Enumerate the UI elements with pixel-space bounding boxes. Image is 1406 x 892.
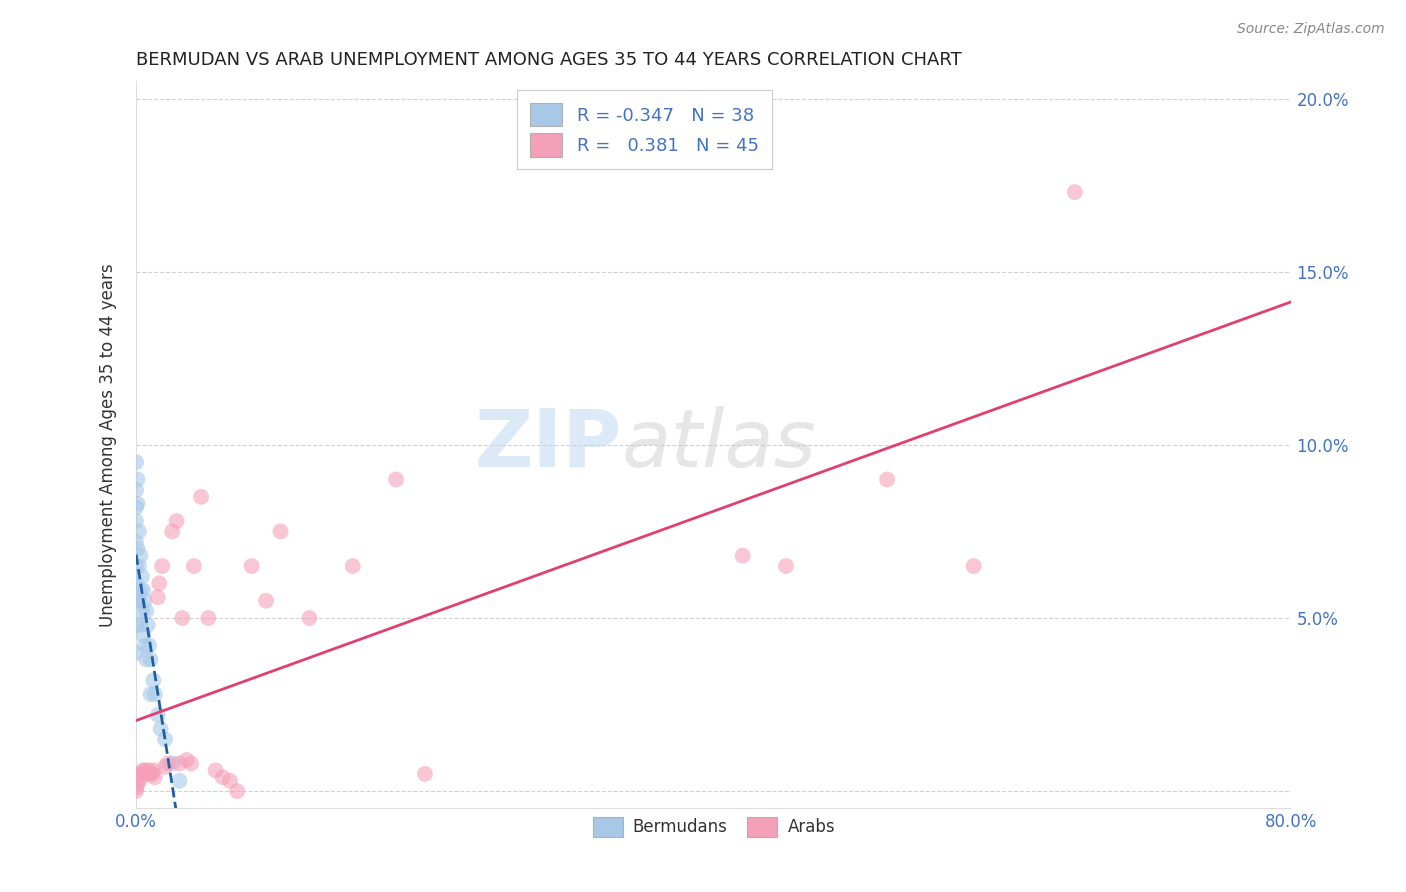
Point — [125, 559, 148, 574]
Point — [219, 773, 242, 788]
Point — [132, 583, 155, 598]
Point — [127, 497, 149, 511]
Point — [180, 756, 202, 771]
Point — [775, 559, 797, 574]
Point — [298, 611, 321, 625]
Point — [172, 611, 194, 625]
Point — [731, 549, 754, 563]
Point — [125, 500, 148, 515]
Point — [176, 753, 198, 767]
Point — [139, 687, 162, 701]
Point — [204, 764, 226, 778]
Point — [153, 732, 176, 747]
Point — [128, 593, 150, 607]
Point — [134, 593, 156, 607]
Point — [153, 760, 176, 774]
Point — [125, 534, 148, 549]
Point — [127, 541, 149, 556]
Point — [134, 764, 156, 778]
Legend: Bermudans, Arabs: Bermudans, Arabs — [586, 810, 842, 844]
Point — [129, 767, 152, 781]
Y-axis label: Unemployment Among Ages 35 to 44 years: Unemployment Among Ages 35 to 44 years — [100, 263, 117, 627]
Point — [125, 784, 148, 798]
Point — [183, 559, 205, 574]
Point — [131, 569, 153, 583]
Point — [149, 722, 172, 736]
Point — [125, 455, 148, 469]
Point — [138, 764, 160, 778]
Text: ZIP: ZIP — [474, 406, 621, 483]
Point — [127, 473, 149, 487]
Point — [125, 780, 148, 795]
Point — [254, 593, 277, 607]
Point — [136, 618, 159, 632]
Point — [138, 639, 160, 653]
Point — [127, 777, 149, 791]
Point — [125, 593, 148, 607]
Point — [129, 549, 152, 563]
Point — [148, 576, 170, 591]
Point — [190, 490, 212, 504]
Point — [160, 524, 183, 539]
Point — [160, 756, 183, 771]
Point — [128, 773, 150, 788]
Point — [156, 756, 179, 771]
Point — [226, 784, 249, 798]
Point — [169, 773, 191, 788]
Point — [143, 770, 166, 784]
Text: Source: ZipAtlas.com: Source: ZipAtlas.com — [1237, 22, 1385, 37]
Point — [385, 473, 408, 487]
Point — [963, 559, 986, 574]
Point — [197, 611, 219, 625]
Point — [125, 576, 148, 591]
Point — [131, 767, 153, 781]
Point — [134, 639, 156, 653]
Point — [342, 559, 364, 574]
Point — [131, 604, 153, 618]
Point — [240, 559, 263, 574]
Point — [139, 652, 162, 666]
Text: atlas: atlas — [621, 406, 815, 483]
Point — [143, 687, 166, 701]
Point — [270, 524, 292, 539]
Point — [135, 652, 157, 666]
Point — [142, 764, 165, 778]
Point — [125, 514, 148, 528]
Point — [169, 756, 191, 771]
Point — [211, 770, 233, 784]
Point — [1063, 185, 1085, 199]
Point — [132, 628, 155, 642]
Point — [136, 767, 159, 781]
Point — [150, 559, 173, 574]
Point — [132, 764, 155, 778]
Point — [128, 524, 150, 539]
Point — [125, 646, 148, 660]
Point — [876, 473, 898, 487]
Text: BERMUDAN VS ARAB UNEMPLOYMENT AMONG AGES 35 TO 44 YEARS CORRELATION CHART: BERMUDAN VS ARAB UNEMPLOYMENT AMONG AGES… — [136, 51, 962, 69]
Point — [413, 767, 436, 781]
Point — [142, 673, 165, 688]
Point — [146, 708, 169, 723]
Point — [125, 483, 148, 497]
Point — [125, 618, 148, 632]
Point — [129, 583, 152, 598]
Point — [135, 604, 157, 618]
Point — [166, 514, 188, 528]
Point — [139, 767, 162, 781]
Point — [128, 559, 150, 574]
Point — [135, 767, 157, 781]
Point — [129, 618, 152, 632]
Point — [141, 767, 163, 781]
Point — [146, 591, 169, 605]
